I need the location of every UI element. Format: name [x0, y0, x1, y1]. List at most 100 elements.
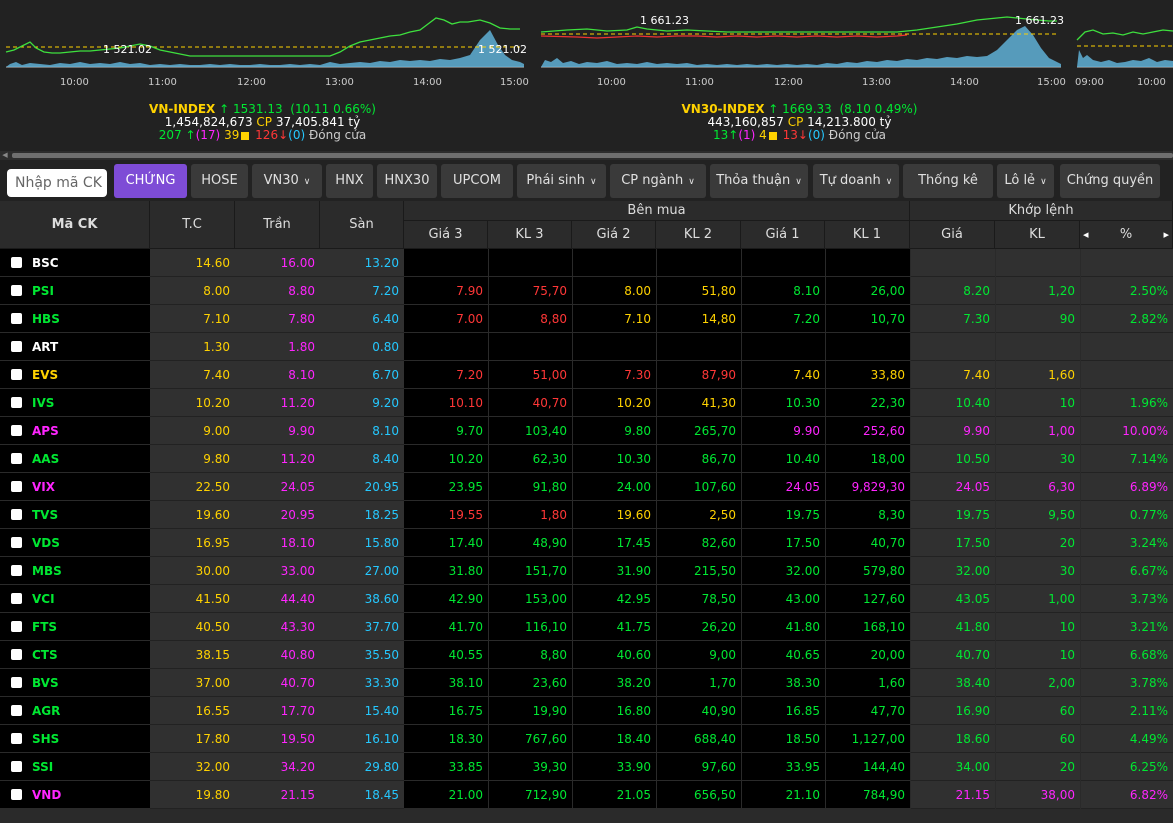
row-symbol-cell[interactable] [0, 557, 150, 585]
row-symbol-cell[interactable] [0, 669, 150, 697]
row-symbol-cell[interactable] [0, 361, 150, 389]
scroll-left-icon[interactable]: ◀ [2, 151, 8, 159]
third-index-panel[interactable]: 09:00 10:00 [1073, 0, 1173, 150]
row-checkbox[interactable] [11, 509, 22, 520]
header-giá-3[interactable]: Giá 3 [404, 221, 488, 249]
cell-divider [995, 613, 996, 641]
row-checkbox[interactable] [11, 397, 22, 408]
row-symbol-cell[interactable] [0, 249, 150, 277]
row-checkbox[interactable] [11, 285, 22, 296]
row-symbol-cell[interactable] [0, 501, 150, 529]
row-checkbox[interactable] [11, 677, 22, 688]
row-symbol-cell[interactable] [0, 585, 150, 613]
row-checkbox[interactable] [11, 565, 22, 576]
tab-upcom[interactable]: UPCOM [441, 164, 513, 198]
row-symbol[interactable]: VCI [32, 592, 55, 606]
vn30-panel[interactable]: 1 661.23 1 661.23 10:00 11:00 12:00 13:0… [537, 0, 1067, 150]
row-symbol[interactable]: CTS [32, 648, 58, 662]
row-checkbox[interactable] [11, 761, 22, 772]
row-symbol[interactable]: FTS [32, 620, 58, 634]
header-kl-1[interactable]: KL 1 [825, 221, 910, 249]
horizontal-scrollbar[interactable]: ◀ [0, 151, 1173, 160]
row-checkbox[interactable] [11, 341, 22, 352]
row-symbol-cell[interactable] [0, 613, 150, 641]
row-symbol-cell[interactable] [0, 781, 150, 809]
ceiling-price: 34.20 [280, 760, 315, 774]
header-kl-3[interactable]: KL 3 [488, 221, 572, 249]
row-symbol-cell[interactable] [0, 473, 150, 501]
header-giá-2[interactable]: Giá 2 [572, 221, 656, 249]
row-checkbox[interactable] [11, 481, 22, 492]
tab-hnx30[interactable]: HNX30 [377, 164, 437, 198]
row-symbol[interactable]: SHS [32, 732, 60, 746]
cell-divider [825, 361, 826, 389]
tab-thỏa-thuận[interactable]: Thỏa thuận ∨ [710, 164, 808, 198]
row-symbol-cell[interactable] [0, 277, 150, 305]
tab-phái-sinh[interactable]: Phái sinh ∨ [517, 164, 606, 198]
header-match-pct[interactable]: % ◂ ▸ [1080, 221, 1173, 249]
header-giá-1[interactable]: Giá 1 [741, 221, 825, 249]
header-match-kl[interactable]: KL [995, 221, 1080, 249]
row-symbol[interactable]: MBS [32, 564, 62, 578]
tab-hnx[interactable]: HNX [326, 164, 373, 198]
header-ceiling[interactable]: Trần [235, 201, 320, 249]
row-checkbox[interactable] [11, 313, 22, 324]
row-symbol-cell[interactable] [0, 417, 150, 445]
row-symbol[interactable]: TVS [32, 508, 59, 522]
row-symbol[interactable]: APS [32, 424, 59, 438]
tab-cp-ngành[interactable]: CP ngành ∨ [610, 164, 706, 198]
row-symbol-cell[interactable] [0, 753, 150, 781]
row-symbol[interactable]: VIX [32, 480, 56, 494]
row-symbol[interactable]: PSI [32, 284, 54, 298]
row-checkbox[interactable] [11, 453, 22, 464]
vnindex-panel[interactable]: 1 521.02 1 521.02 10:00 11:00 12:00 13:0… [0, 0, 530, 150]
scroll-left-icon[interactable]: ◂ [1083, 228, 1089, 241]
row-symbol[interactable]: HBS [32, 312, 60, 326]
row-checkbox[interactable] [11, 425, 22, 436]
tab-thống-kê[interactable]: Thống kê [903, 164, 993, 198]
row-checkbox[interactable] [11, 733, 22, 744]
row-checkbox[interactable] [11, 593, 22, 604]
row-symbol[interactable]: BVS [32, 676, 59, 690]
row-symbol[interactable]: AAS [32, 452, 60, 466]
row-symbol-cell[interactable] [0, 445, 150, 473]
row-symbol[interactable]: AGR [32, 704, 61, 718]
row-checkbox[interactable] [11, 369, 22, 380]
tab-chứng[interactable]: CHỨNG [114, 164, 187, 198]
row-symbol-cell[interactable] [0, 333, 150, 361]
row-checkbox[interactable] [11, 257, 22, 268]
header-symbol[interactable]: Mã CK [0, 201, 150, 249]
row-symbol-cell[interactable] [0, 305, 150, 333]
row-symbol[interactable]: SSI [32, 760, 54, 774]
row-symbol-cell[interactable] [0, 389, 150, 417]
header-ref[interactable]: T.C [150, 201, 235, 249]
row-checkbox[interactable] [11, 789, 22, 800]
row-checkbox[interactable] [11, 621, 22, 632]
row-symbol-cell[interactable] [0, 641, 150, 669]
row-symbol-cell[interactable] [0, 697, 150, 725]
row-symbol-cell[interactable] [0, 725, 150, 753]
row-symbol[interactable]: VDS [32, 536, 60, 550]
header-match-giá[interactable]: Giá [910, 221, 995, 249]
tab-vn30[interactable]: VN30 ∨ [252, 164, 322, 198]
tab-lô-lẻ[interactable]: Lô lẻ ∨ [997, 164, 1054, 198]
tab-tự-doanh[interactable]: Tự doanh ∨ [813, 164, 899, 198]
scroll-right-icon[interactable]: ▸ [1163, 228, 1169, 241]
tab-chứng-quyền[interactable]: Chứng quyền [1060, 164, 1160, 198]
row-checkbox[interactable] [11, 649, 22, 660]
row-symbol[interactable]: EVS [32, 368, 59, 382]
row-symbol-cell[interactable] [0, 529, 150, 557]
row-symbol[interactable]: BSC [32, 256, 59, 270]
header-kl-2[interactable]: KL 2 [656, 221, 741, 249]
row-checkbox[interactable] [11, 537, 22, 548]
header-floor[interactable]: Sàn [320, 201, 404, 249]
symbol-search-input[interactable] [7, 169, 107, 197]
row-checkbox[interactable] [11, 705, 22, 716]
tab-hose[interactable]: HOSE [191, 164, 248, 198]
row-symbol[interactable]: IVS [32, 396, 55, 410]
cell-divider [488, 753, 489, 781]
scrollbar-thumb[interactable] [12, 153, 1173, 158]
ref-price: 10.20 [195, 396, 230, 410]
row-symbol[interactable]: VND [32, 788, 62, 802]
row-symbol[interactable]: ART [32, 340, 59, 354]
